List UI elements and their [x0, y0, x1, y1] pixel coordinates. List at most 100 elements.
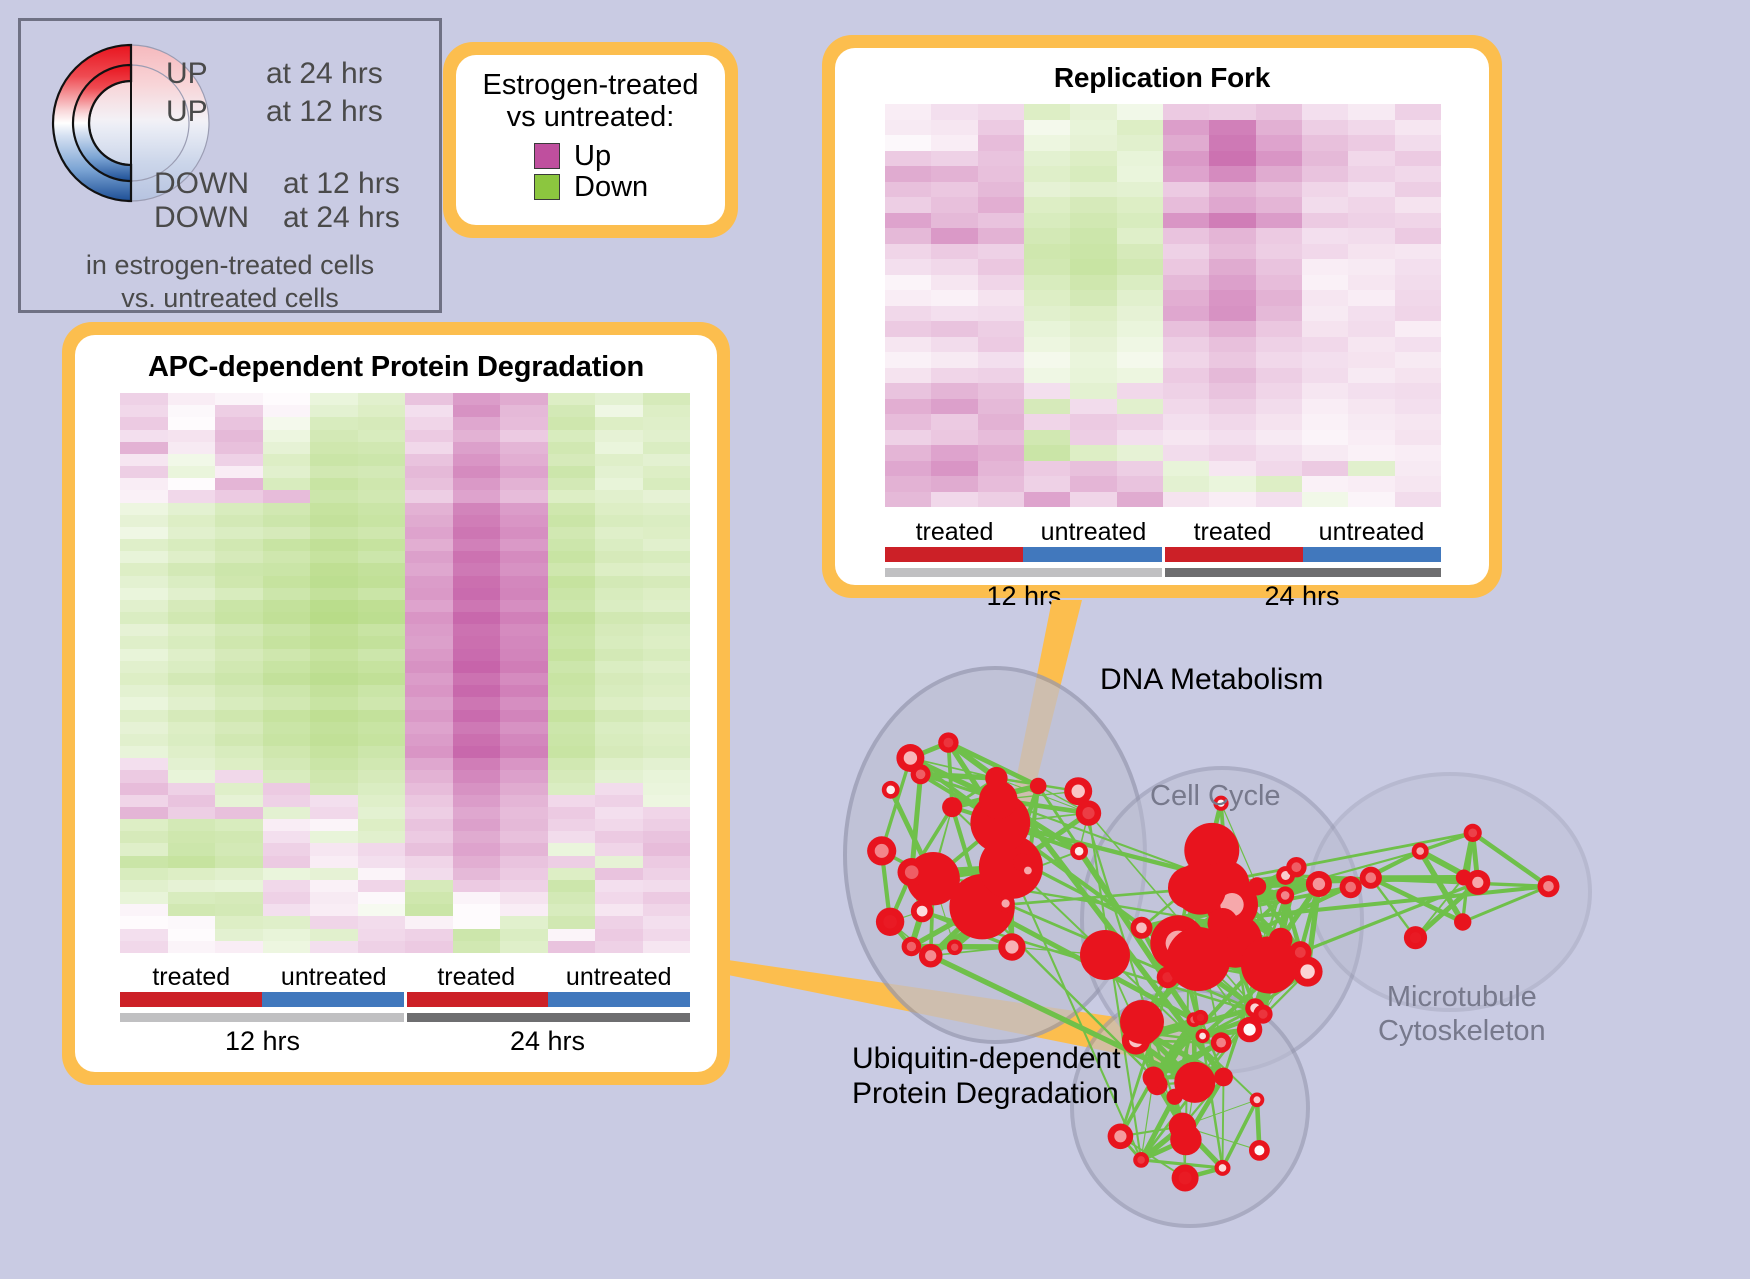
- heatmap-cell: [405, 393, 453, 406]
- heatmap-cell: [120, 746, 168, 759]
- heatmap-cell: [1023, 197, 1071, 213]
- heatmap-cell: [310, 843, 358, 856]
- heatmap-cell: [547, 393, 595, 406]
- heatmap-cell: [1301, 305, 1349, 321]
- heatmap-cell: [357, 563, 405, 576]
- condition-color-bar: [120, 992, 690, 1007]
- heatmap-cell: [885, 119, 932, 135]
- network-node-core: [925, 950, 937, 962]
- heatmap-cell: [500, 831, 548, 844]
- heatmap-cell: [1255, 119, 1302, 135]
- heatmap-cell: [1255, 274, 1302, 290]
- heatmap-cell: [452, 405, 500, 418]
- heatmap-cell: [357, 490, 405, 503]
- heatmap-cell: [1301, 352, 1349, 368]
- heatmap-cell: [262, 685, 310, 698]
- heatmap-cell: [595, 855, 643, 868]
- heatmap-cell: [262, 733, 310, 747]
- network-node-core: [1136, 922, 1147, 934]
- heatmap-cell: [885, 476, 932, 492]
- updown-key-panel: Estrogen-treated vs untreated: Up Down: [443, 42, 738, 238]
- heatmap-cell: [1301, 104, 1349, 120]
- heatmap-cell: [1070, 460, 1117, 476]
- heatmap-cell: [452, 867, 500, 880]
- heatmap-cell: [977, 476, 1024, 492]
- heatmap-cell: [1394, 119, 1441, 135]
- heatmap-cell: [500, 441, 548, 454]
- heatmap-cell: [1209, 135, 1256, 151]
- heatmap-cell: [977, 445, 1024, 461]
- heatmap-cell: [452, 417, 500, 430]
- heatmap-cell: [215, 855, 263, 868]
- heatmap-cell: [642, 453, 690, 467]
- heatmap-cell: [120, 429, 168, 442]
- network-node-core: [1137, 1156, 1145, 1164]
- heatmap-cell: [931, 305, 978, 321]
- heatmap-cell: [977, 228, 1024, 244]
- heatmap-cell: [215, 746, 263, 759]
- heatmap-cell: [167, 758, 215, 771]
- heatmap-cell: [1209, 181, 1256, 197]
- heatmap-cell: [1255, 460, 1302, 476]
- network-node: [942, 797, 963, 818]
- heatmap-cell: [120, 575, 168, 588]
- heatmap-cell: [262, 697, 310, 710]
- heatmap-cell: [1255, 135, 1302, 151]
- heatmap-cell: [1301, 290, 1349, 306]
- heatmap-cell: [595, 867, 643, 880]
- heatmap-cell: [931, 212, 978, 228]
- network-node-core: [951, 943, 959, 951]
- microtubule-line1: Microtubule: [1386, 981, 1537, 1013]
- heatmap-cell: [215, 831, 263, 844]
- heatmap-cell: [500, 502, 548, 515]
- heatmap-cell: [405, 855, 453, 868]
- heatmap-cell: [977, 491, 1024, 507]
- heatmap-cell: [1162, 476, 1210, 492]
- network-node-core: [1543, 881, 1554, 892]
- heatmap-cell: [310, 806, 358, 820]
- heatmap-cell: [595, 733, 643, 747]
- heatmap-cell: [500, 697, 548, 710]
- heatmap-cell: [547, 417, 595, 430]
- heatmap-cell: [262, 672, 310, 686]
- condition-label: treated: [1193, 518, 1272, 546]
- heatmap-cell: [120, 843, 168, 856]
- heatmap-cell: [167, 721, 215, 734]
- heatmap-cell: [595, 697, 643, 710]
- heatmap-cell: [1162, 336, 1210, 352]
- heatmap-cell: [405, 575, 453, 588]
- heatmap-cell: [1070, 383, 1117, 399]
- heatmap-cell: [500, 636, 548, 649]
- heatmap-cell: [452, 636, 500, 649]
- heatmap-cell: [357, 940, 405, 953]
- heatmap-cell: [931, 243, 978, 259]
- heatmap-cell: [405, 794, 453, 807]
- heatmap-cell: [1394, 429, 1441, 445]
- heatmap-cell: [1348, 166, 1395, 182]
- heatmap-cell: [167, 502, 215, 515]
- legend-direction-up-12: UP: [166, 95, 208, 128]
- heatmap-cell: [262, 940, 310, 953]
- heatmap-cell: [931, 259, 978, 275]
- heatmap-cell: [500, 892, 548, 905]
- heatmap-cell: [120, 770, 168, 783]
- heatmap-cell: [1070, 305, 1117, 321]
- heatmap-cell: [262, 575, 310, 588]
- heatmap-cell: [1394, 166, 1441, 182]
- heatmap-cell: [1255, 290, 1302, 306]
- heatmap-cell: [215, 770, 263, 783]
- heatmap-cell: [1255, 476, 1302, 492]
- heatmap-cell: [595, 478, 643, 491]
- heatmap-cell: [357, 575, 405, 588]
- heatmap-cell: [262, 551, 310, 564]
- heatmap-cell: [547, 453, 595, 467]
- heatmap-cell: [405, 770, 453, 783]
- network-node: [1214, 1067, 1233, 1087]
- heatmap-cell: [1348, 445, 1395, 461]
- heatmap-cell: [215, 393, 263, 406]
- colorwheel-legend-box: UP at 24 hrs UP at 12 hrs DOWN at 12 hrs…: [18, 18, 442, 313]
- heatmap-cell: [1162, 243, 1210, 259]
- heatmap-cell: [357, 770, 405, 783]
- heatmap-cell: [547, 599, 595, 613]
- heatmap-cell: [595, 636, 643, 649]
